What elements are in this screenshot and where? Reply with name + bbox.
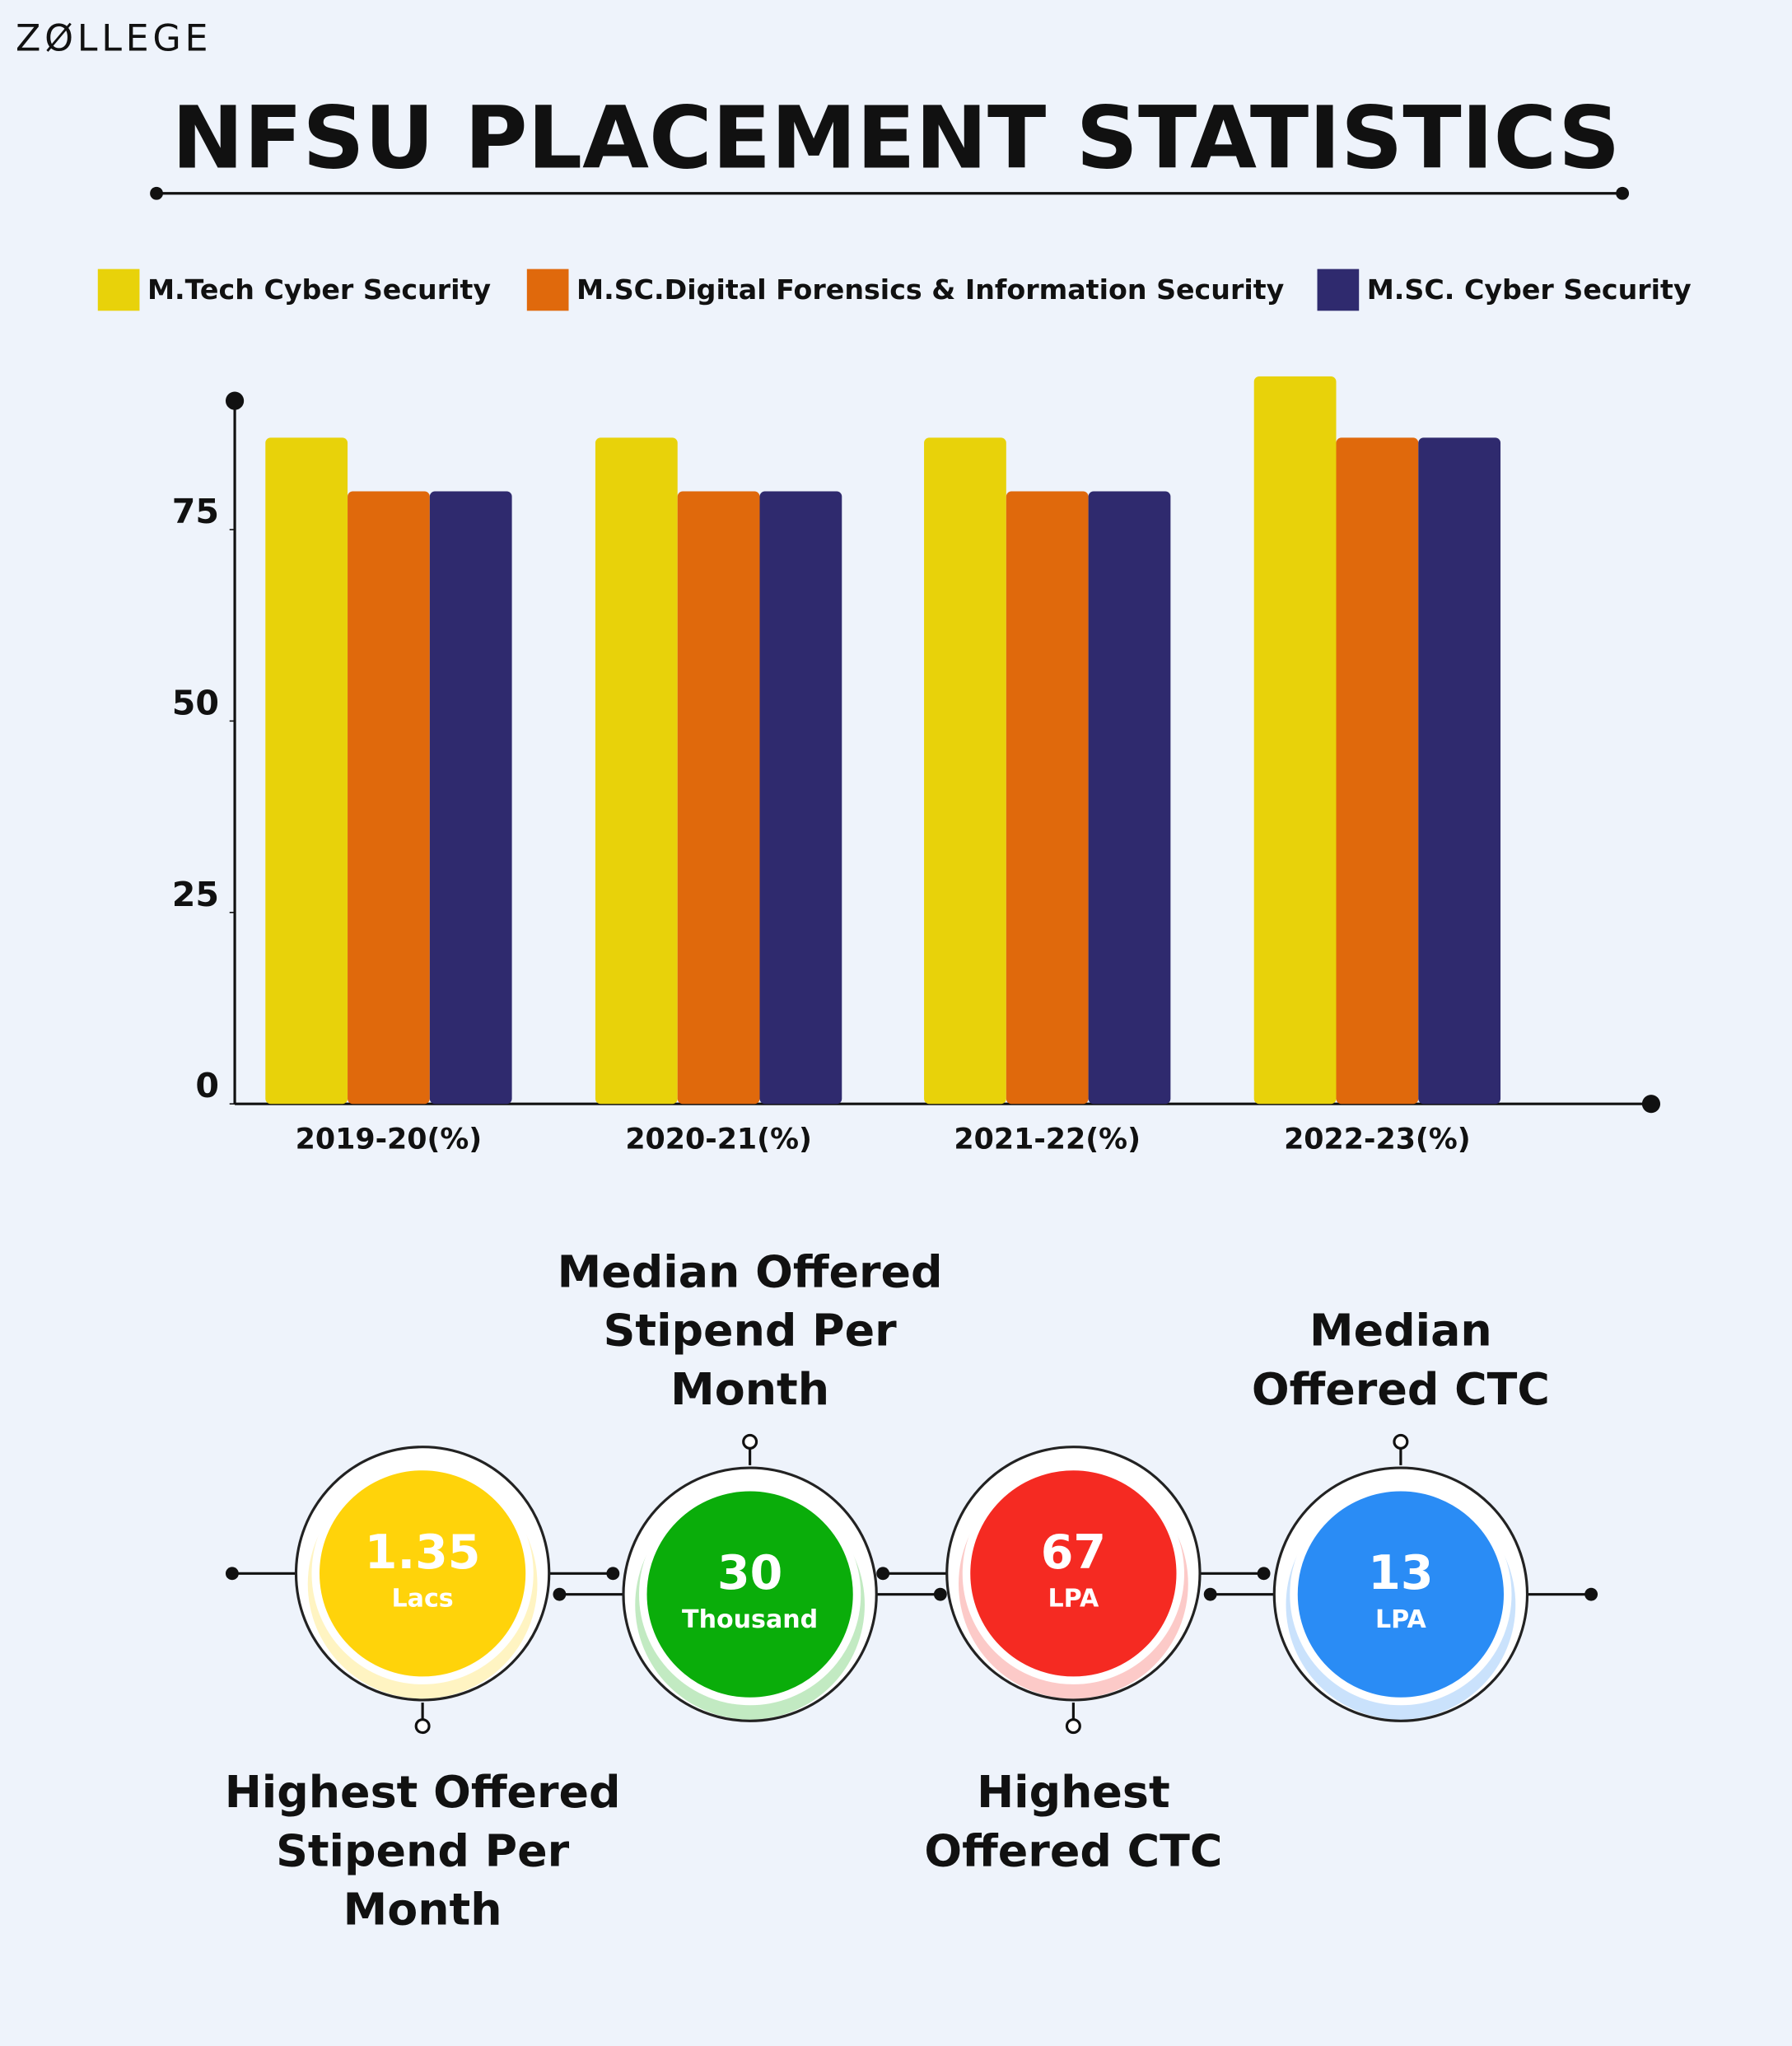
dot [1584, 1587, 1598, 1601]
stat-label: Offered CTC [924, 1824, 1222, 1876]
dot [1616, 186, 1630, 200]
stat-circle [639, 1483, 861, 1706]
dot [933, 1587, 947, 1601]
stat-unit: Thousand [682, 1605, 818, 1634]
pointer-dot [414, 1718, 431, 1735]
dot [876, 1567, 890, 1581]
pointer-dot [1065, 1718, 1081, 1735]
bar [1088, 491, 1171, 1105]
chart-title: NFSU PLACEMENT STATISTICS [172, 87, 1621, 188]
y-tick-label: 0 [195, 1066, 219, 1105]
x-tick-label: 2022-23(%) [1284, 1123, 1471, 1156]
x-tick-label: 2019-20(%) [296, 1123, 483, 1156]
bar [429, 491, 512, 1105]
bar [1418, 437, 1501, 1105]
stat-label: Month [343, 1884, 502, 1936]
bar [1336, 437, 1419, 1105]
legend-swatch [97, 269, 140, 311]
dot [225, 1567, 239, 1581]
pointer-dot [1393, 1433, 1409, 1450]
stat-value: 13 [1368, 1546, 1433, 1600]
stat-label: Month [670, 1363, 829, 1415]
stat-label: Offered CTC [1252, 1363, 1550, 1415]
bar [265, 437, 348, 1105]
y-tick-label: 75 [172, 492, 219, 531]
stat-label: Stipend Per [276, 1824, 570, 1876]
x-tick-label: 2021-22(%) [954, 1123, 1141, 1156]
stat-circle [962, 1462, 1184, 1684]
x-tick-label: 2020-21(%) [625, 1123, 812, 1156]
stat-circle [1290, 1483, 1512, 1706]
stat-unit: Lacs [392, 1584, 454, 1613]
stat-unit: LPA [1375, 1605, 1426, 1634]
stat-value: 67 [1041, 1525, 1106, 1580]
stat-label: Highest [977, 1766, 1170, 1818]
dot [150, 186, 163, 200]
stat-label: Median Offered [558, 1245, 943, 1297]
dot [553, 1587, 567, 1601]
logo: ZØLLEGE [16, 17, 212, 59]
stat-label: Median [1309, 1305, 1492, 1357]
stat-value: 1.35 [365, 1525, 481, 1580]
legend-label: M.SC. Cyber Security [1367, 273, 1692, 306]
bar [759, 491, 842, 1105]
y-tick-label: 50 [172, 683, 219, 722]
bar [677, 491, 760, 1105]
bar [1006, 491, 1089, 1105]
bar [924, 437, 1006, 1105]
dot [1257, 1567, 1271, 1581]
pointer-dot [742, 1433, 758, 1450]
dot [606, 1567, 620, 1581]
stat-label: Highest Offered [225, 1766, 621, 1818]
dot [1641, 1095, 1661, 1114]
dot [225, 391, 245, 410]
legend-label: M.SC.Digital Forensics & Information Sec… [576, 273, 1285, 306]
stat-label: Stipend Per [604, 1305, 898, 1357]
bar [348, 491, 430, 1105]
bar [595, 437, 678, 1105]
stat-circle [311, 1462, 534, 1684]
dot [1203, 1587, 1217, 1601]
legend-label: M.Tech Cyber Security [147, 273, 491, 306]
legend-swatch [526, 269, 569, 311]
stat-unit: LPA [1048, 1584, 1099, 1613]
stat-value: 30 [717, 1546, 782, 1600]
bar [1253, 376, 1337, 1105]
legend-swatch [1317, 269, 1360, 311]
y-tick-label: 25 [172, 875, 219, 914]
